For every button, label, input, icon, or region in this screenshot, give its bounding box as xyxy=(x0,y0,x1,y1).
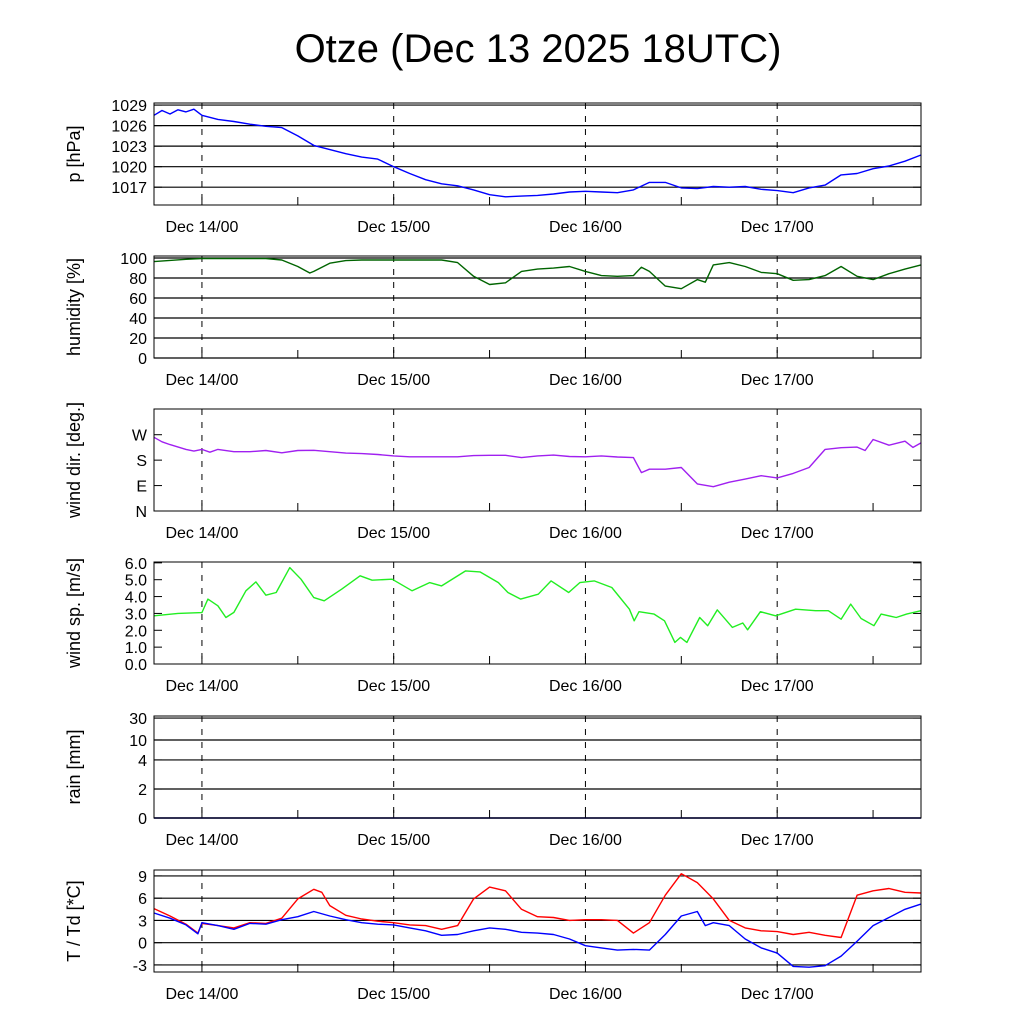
x-tick-label: Dec 17/00 xyxy=(741,678,814,695)
x-tick-label: Dec 15/00 xyxy=(357,986,430,1003)
y-tick-label: 80 xyxy=(129,271,147,288)
y-tick-label: 40 xyxy=(129,311,147,328)
x-tick-label: Dec 17/00 xyxy=(741,372,814,389)
y-tick-label: 0 xyxy=(138,936,147,953)
series-wind-direction xyxy=(153,436,922,488)
y-tick-label: 0.0 xyxy=(125,657,147,674)
panel-wind_speed: 0.01.02.03.04.05.06.0 Dec 14/00 Dec 15/00 D… xyxy=(64,556,922,695)
x-tick-label: Dec 14/00 xyxy=(165,986,238,1003)
series-t xyxy=(153,873,922,939)
y-tick-label: 1029 xyxy=(111,98,147,115)
plot-frame xyxy=(153,255,922,359)
y-tick-label: W xyxy=(132,428,148,445)
x-tick-label: Dec 15/00 xyxy=(357,219,430,236)
series-wind-speed xyxy=(153,566,922,644)
x-tick-label: Dec 15/00 xyxy=(357,525,430,542)
x-tick-label: Dec 16/00 xyxy=(549,219,622,236)
y-tick-label: 2 xyxy=(138,782,147,799)
y-tick-label: 2.0 xyxy=(125,623,147,640)
y-tick-label: 5.0 xyxy=(125,573,147,590)
y-tick-label: 6.0 xyxy=(125,556,147,573)
y-tick-label: E xyxy=(136,479,147,496)
x-tick-label: Dec 15/00 xyxy=(357,678,430,695)
y-tick-label: 4 xyxy=(138,753,147,770)
x-tick-label: Dec 15/00 xyxy=(357,832,430,849)
plot-frame xyxy=(153,715,922,819)
series-td xyxy=(153,903,922,968)
y-axis-label: p [hPa] xyxy=(64,125,84,182)
x-tick-label: Dec 17/00 xyxy=(741,986,814,1003)
y-tick-label: 4.0 xyxy=(125,590,147,607)
y-tick-label: 10 xyxy=(129,733,147,750)
x-tick-label: Dec 14/00 xyxy=(165,372,238,389)
x-tick-label: Dec 17/00 xyxy=(741,832,814,849)
x-tick-label: Dec 14/00 xyxy=(165,678,238,695)
y-axis-label: humidity [%] xyxy=(64,258,84,356)
y-tick-label: 0 xyxy=(138,351,147,368)
y-tick-label: 9 xyxy=(138,869,147,886)
y-axis-label: wind dir. [deg.] xyxy=(64,402,84,519)
y-tick-label: 1023 xyxy=(111,139,147,156)
x-tick-label: Dec 16/00 xyxy=(549,986,622,1003)
y-tick-label: 1026 xyxy=(111,119,147,136)
chart-title: Otze (Dec 13 2025 18UTC) xyxy=(295,27,782,71)
x-tick-label: Dec 14/00 xyxy=(165,219,238,236)
y-tick-label: 60 xyxy=(129,291,147,308)
x-tick-label: Dec 14/00 xyxy=(165,525,238,542)
x-tick-label: Dec 15/00 xyxy=(357,372,430,389)
y-tick-label: 3 xyxy=(138,913,147,930)
y-axis-label: wind sp. [m/s] xyxy=(64,558,84,669)
x-tick-label: Dec 16/00 xyxy=(549,832,622,849)
series-p xyxy=(153,108,922,198)
panel-pressure: 1017 1020 1023 1026 1029 Dec 14/00 Dec 15/00 De… xyxy=(64,98,922,236)
x-tick-label: Dec 17/00 xyxy=(741,525,814,542)
y-tick-label: 100 xyxy=(120,251,147,268)
panel-temperature: -3 0 3 6 9 Dec 14/00 Dec 15/00 Dec 16/00 Dec 17/… xyxy=(64,869,922,1003)
y-tick-label: 1017 xyxy=(111,180,147,197)
panel-humidity: 0 20 40 60 80 100 Dec 14/00 Dec 15/00 Dec 16/00 D… xyxy=(64,251,922,389)
y-tick-label: 3.0 xyxy=(125,606,147,623)
plot-frame xyxy=(153,561,922,665)
y-tick-label: 6 xyxy=(138,891,147,908)
plot-frame xyxy=(153,408,922,512)
y-tick-label: 0 xyxy=(138,811,147,828)
y-tick-label: N xyxy=(135,504,147,521)
plot-frame xyxy=(153,102,922,206)
x-tick-label: Dec 16/00 xyxy=(549,372,622,389)
x-tick-label: Dec 16/00 xyxy=(549,525,622,542)
y-tick-label: S xyxy=(136,453,147,470)
y-tick-label: -3 xyxy=(133,958,147,975)
y-axis-label: T / Td [*C] xyxy=(64,880,84,961)
y-tick-label: 30 xyxy=(129,711,147,728)
y-tick-label: 1020 xyxy=(111,160,147,177)
x-tick-label: Dec 17/00 xyxy=(741,219,814,236)
panel-rain: 0 2 4 10 30 Dec 14/00 Dec 15/00 Dec 16/00 Dec 17… xyxy=(64,711,922,849)
series-humidity xyxy=(153,257,922,290)
y-tick-label: 1.0 xyxy=(125,640,147,657)
x-tick-label: Dec 14/00 xyxy=(165,832,238,849)
x-tick-label: Dec 16/00 xyxy=(549,678,622,695)
y-tick-label: 20 xyxy=(129,331,147,348)
y-axis-label: rain [mm] xyxy=(64,729,84,804)
plot-frame xyxy=(153,869,922,973)
